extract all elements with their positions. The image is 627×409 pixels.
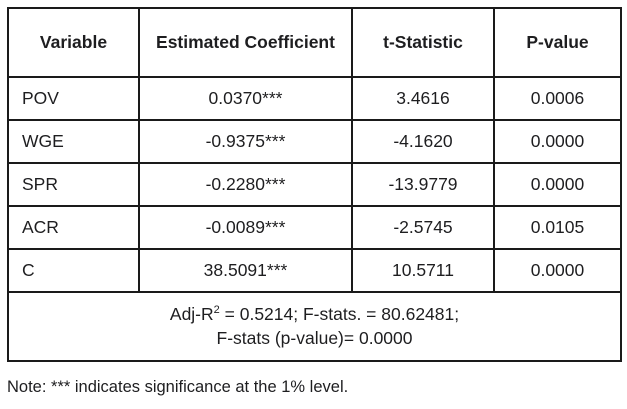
column-header-variable: Variable bbox=[7, 7, 140, 78]
t-statistic-cell: -4.1620 bbox=[351, 119, 495, 164]
p-value-cell: 0.0000 bbox=[493, 162, 622, 207]
summary-line-2: F-stats (p-value)= 0.0000 bbox=[216, 327, 413, 348]
p-value-cell: 0.0105 bbox=[493, 205, 622, 250]
summary-rest: = 0.5214; F-stats. = 80.62481; bbox=[219, 303, 460, 324]
variable-cell: POV bbox=[7, 76, 140, 121]
summary-cell: Adj-R2 = 0.5214; F-stats. = 80.62481; F-… bbox=[7, 291, 622, 362]
summary-row: Adj-R2 = 0.5214; F-stats. = 80.62481; F-… bbox=[7, 291, 622, 362]
coefficient-cell: -0.2280*** bbox=[138, 162, 353, 207]
column-header-estimated-coefficient: Estimated Coefficient bbox=[138, 7, 353, 78]
variable-cell: WGE bbox=[7, 119, 140, 164]
table-row-acr: ACR -0.0089*** -2.5745 0.0105 bbox=[7, 205, 622, 250]
significance-note: Note: *** indicates significance at the … bbox=[7, 378, 349, 396]
p-value-cell: 0.0000 bbox=[493, 119, 622, 164]
p-value-cell: 0.0006 bbox=[493, 76, 622, 121]
variable-cell: C bbox=[7, 248, 140, 293]
coefficient-cell: 38.5091*** bbox=[138, 248, 353, 293]
table-row-spr: SPR -0.2280*** -13.9779 0.0000 bbox=[7, 162, 622, 207]
t-statistic-cell: -2.5745 bbox=[351, 205, 495, 250]
variable-cell: ACR bbox=[7, 205, 140, 250]
summary-line-1: Adj-R2 = 0.5214; F-stats. = 80.62481; bbox=[15, 303, 614, 327]
regression-results-table: Variable Estimated Coefficient t-Statist… bbox=[7, 7, 622, 362]
summary-superscript: 2 bbox=[213, 304, 220, 317]
column-header-p-value: P-value bbox=[493, 7, 622, 78]
t-statistic-cell: 3.4616 bbox=[351, 76, 495, 121]
table-row-c: C 38.5091*** 10.5711 0.0000 bbox=[7, 248, 622, 293]
t-statistic-cell: 10.5711 bbox=[351, 248, 495, 293]
column-header-t-statistic: t-Statistic bbox=[351, 7, 495, 78]
p-value-cell: 0.0000 bbox=[493, 248, 622, 293]
table-row-pov: POV 0.0370*** 3.4616 0.0006 bbox=[7, 76, 622, 121]
t-statistic-cell: -13.9779 bbox=[351, 162, 495, 207]
variable-cell: SPR bbox=[7, 162, 140, 207]
coefficient-cell: 0.0370*** bbox=[138, 76, 353, 121]
summary-prefix: Adj-R bbox=[169, 303, 214, 324]
coefficient-cell: -0.0089*** bbox=[138, 205, 353, 250]
coefficient-cell: -0.9375*** bbox=[138, 119, 353, 164]
table-row-wge: WGE -0.9375*** -4.1620 0.0000 bbox=[7, 119, 622, 164]
header-row: Variable Estimated Coefficient t-Statist… bbox=[7, 7, 622, 78]
